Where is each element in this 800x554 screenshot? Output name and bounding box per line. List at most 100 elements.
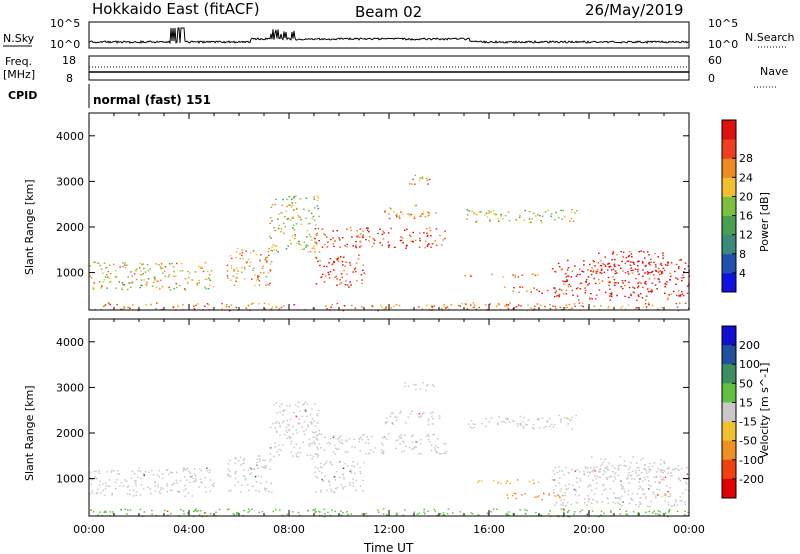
data-cell (588, 298, 591, 301)
data-cell (316, 456, 319, 458)
data-cell (645, 306, 648, 308)
data-cell (383, 308, 386, 311)
data-cell (427, 211, 429, 213)
data-cell (352, 461, 354, 463)
data-cell (263, 487, 266, 489)
data-cell (587, 486, 589, 488)
data-cell (520, 424, 522, 427)
data-cell (237, 460, 240, 462)
power-x-ticks (88, 113, 690, 310)
data-cell (292, 235, 294, 237)
data-cell (131, 275, 133, 277)
cpid-panel: CPID normal (fast) 151 (8, 84, 211, 108)
data-cell (350, 470, 352, 472)
data-cell (176, 482, 178, 484)
data-cell (314, 238, 316, 240)
data-cell (315, 242, 318, 244)
data-cell (275, 249, 278, 252)
data-cell (621, 260, 623, 263)
data-cell (274, 203, 277, 206)
data-cell (95, 470, 97, 473)
colorbar-tick-label: 50 (739, 377, 753, 390)
data-cell (428, 418, 430, 420)
plot-title: Hokkaido East (fitACF) (92, 0, 260, 18)
data-cell (625, 510, 627, 512)
data-cell (321, 228, 324, 230)
data-cell (532, 479, 535, 481)
data-cell (613, 278, 616, 281)
data-cell (335, 275, 337, 278)
data-cell (312, 436, 315, 439)
data-cell (609, 288, 611, 290)
data-cell (426, 179, 429, 182)
data-cell (636, 306, 639, 309)
data-cell (134, 482, 137, 484)
data-cell (445, 307, 447, 309)
data-cell (292, 227, 294, 229)
data-cell (89, 275, 91, 277)
data-cell (646, 271, 649, 273)
x-axis-label: Time UT (363, 541, 414, 554)
data-cell (606, 465, 608, 468)
data-cell (558, 466, 561, 468)
data-cell (618, 264, 621, 267)
data-cell (584, 498, 586, 500)
data-cell (603, 512, 605, 515)
data-cell (575, 490, 577, 492)
data-cell (678, 477, 680, 479)
data-cell (308, 445, 311, 447)
data-cell (396, 216, 398, 218)
data-cell (286, 513, 288, 516)
data-cell (89, 471, 91, 473)
data-cell (297, 401, 300, 404)
data-cell (279, 411, 281, 413)
data-cell (428, 435, 430, 438)
data-cell (407, 416, 410, 418)
data-cell (103, 305, 105, 308)
data-cell (657, 513, 659, 516)
data-cell (676, 504, 679, 506)
data-cell (406, 228, 408, 231)
data-cell (269, 222, 271, 224)
data-cell (97, 488, 99, 491)
data-cell (631, 493, 634, 495)
data-cell (522, 421, 525, 423)
data-cell (160, 268, 163, 270)
data-cell (516, 425, 519, 427)
data-cell (664, 476, 667, 478)
data-cell (589, 485, 592, 487)
data-cell (583, 473, 585, 475)
data-cell (600, 305, 602, 307)
data-cell (135, 491, 138, 493)
data-cell (135, 480, 137, 482)
data-cell (163, 270, 166, 272)
data-cell (584, 292, 586, 294)
data-cell (326, 460, 328, 462)
data-cell (562, 516, 565, 518)
data-cell (430, 412, 432, 414)
data-cell (575, 275, 578, 277)
data-cell (559, 497, 561, 499)
data-cell (212, 285, 215, 288)
data-cell (644, 281, 647, 283)
data-cell (667, 262, 669, 264)
data-cell (242, 459, 245, 461)
scatter-region (404, 382, 435, 392)
data-cell (139, 262, 142, 264)
data-cell (497, 303, 500, 305)
data-cell (321, 246, 324, 248)
data-cell (684, 262, 687, 264)
data-cell (560, 289, 563, 291)
data-cell (649, 462, 651, 465)
data-cell (489, 303, 491, 305)
data-cell (414, 384, 417, 386)
data-cell (307, 223, 310, 225)
data-cell (649, 264, 651, 266)
data-cell (289, 436, 291, 439)
data-cell (278, 509, 281, 511)
data-cell (563, 417, 566, 419)
data-cell (278, 422, 280, 424)
data-cell (619, 503, 621, 506)
data-cell (443, 304, 445, 306)
data-cell (201, 267, 204, 270)
